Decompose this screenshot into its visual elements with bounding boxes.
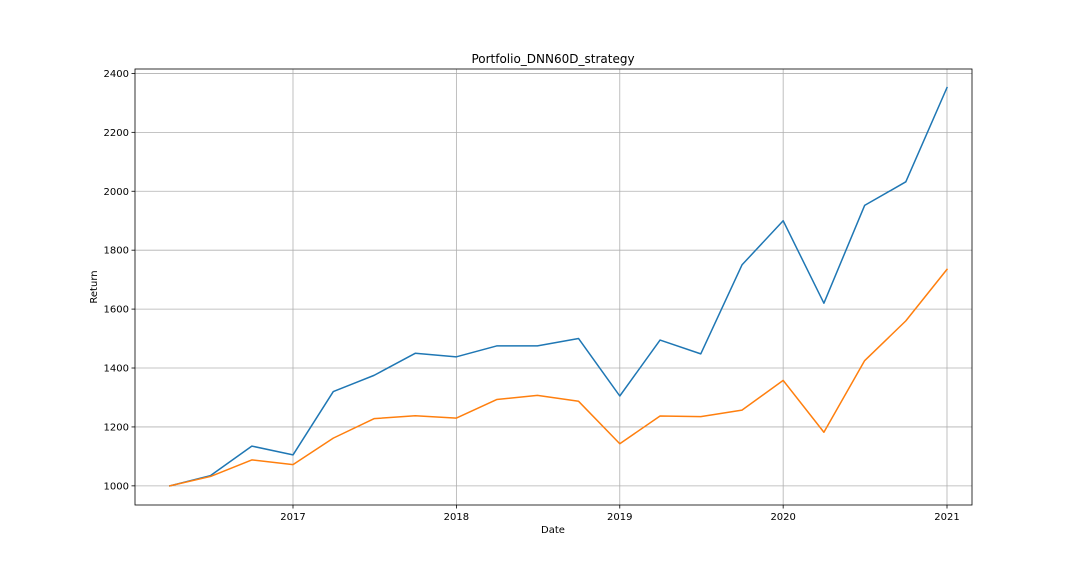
x-tick-label: 2021 bbox=[934, 512, 959, 523]
x-tick-label: 2019 bbox=[607, 512, 632, 523]
y-tick-label: 1800 bbox=[104, 246, 129, 257]
y-tick-label: 2200 bbox=[104, 128, 129, 139]
chart-title: Portfolio_DNN60D_strategy bbox=[471, 52, 634, 66]
y-tick-label: 2400 bbox=[104, 69, 129, 80]
plot-frame bbox=[134, 68, 973, 506]
series-lines bbox=[168, 86, 949, 487]
x-tick-label: 2017 bbox=[280, 512, 305, 523]
y-tick-label: 1200 bbox=[104, 422, 129, 433]
series-line-1 bbox=[168, 86, 948, 487]
series-line-2 bbox=[169, 268, 949, 487]
x-tick-label: 2020 bbox=[770, 512, 795, 523]
y-tick-label: 1400 bbox=[104, 364, 129, 375]
x-tick-label: 2018 bbox=[444, 512, 469, 523]
axis-ticks: 1000 1200 1400 1600 1800 2000 2200 2400 2017 2018… bbox=[104, 69, 960, 523]
y-tick-label: 1600 bbox=[104, 305, 129, 316]
x-axis-label: Date bbox=[541, 525, 565, 536]
y-axis-label: Return bbox=[89, 270, 100, 303]
y-tick-label: 1000 bbox=[104, 481, 129, 492]
y-tick-label: 2000 bbox=[104, 187, 129, 198]
grid bbox=[135, 69, 972, 505]
